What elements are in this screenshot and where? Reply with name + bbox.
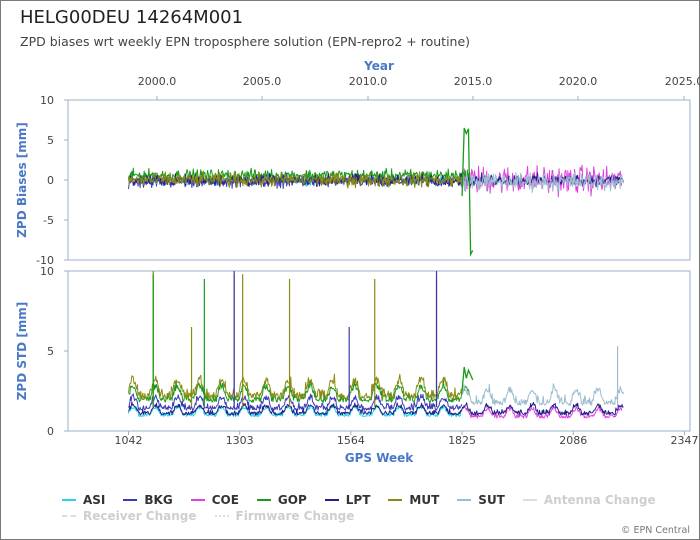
legend-item-antenna-change[interactable]: Antenna Change xyxy=(522,493,656,507)
bottom-axis-tick-label: 1825 xyxy=(448,434,476,447)
bias-y-tick-label: -10 xyxy=(36,254,54,267)
legend-swatch xyxy=(457,499,472,501)
top-axis-tick-label: 2015.0 xyxy=(454,75,493,88)
legend-label: SUT xyxy=(478,493,505,507)
legend-swatch xyxy=(522,499,537,501)
legend-label: GOP xyxy=(277,493,307,507)
series-mut-bias-line xyxy=(128,170,463,189)
std-y-tick-label: 10 xyxy=(40,265,54,278)
series-gop-std-jump xyxy=(461,366,474,392)
legend-label: MUT xyxy=(409,493,440,507)
legend-label: COE xyxy=(211,493,239,507)
legend-row-2: Receiver Change Firmware Change xyxy=(62,506,372,523)
top-axis-tick-label: 2020.0 xyxy=(559,75,598,88)
chart-subtitle: ZPD biases wrt weekly EPN troposphere so… xyxy=(20,34,471,49)
legend-item-coe[interactable]: COE xyxy=(190,493,239,507)
legend-swatch xyxy=(123,499,138,501)
series-mut-std-line xyxy=(128,373,463,400)
legend-label: LPT xyxy=(345,493,371,507)
std-y-tick-label: 0 xyxy=(47,425,54,438)
bias-y-tick-label: 10 xyxy=(40,94,54,107)
top-axis-tick-label: 2025.0 xyxy=(665,75,700,88)
std-y-tick-label: 5 xyxy=(47,345,54,358)
legend-label: Firmware Change xyxy=(235,509,355,523)
legend-swatch xyxy=(214,515,229,517)
legend-swatch xyxy=(324,499,339,501)
top-axis-tick-label: 2010.0 xyxy=(349,75,388,88)
top-axis-tick-label: 2005.0 xyxy=(243,75,282,88)
bias-y-axis-label: ZPD Biases [mm] xyxy=(15,122,29,238)
legend-swatch xyxy=(388,499,403,501)
legend-item-lpt[interactable]: LPT xyxy=(324,493,371,507)
legend-label: Antenna Change xyxy=(543,493,656,507)
legend-label: BKG xyxy=(144,493,173,507)
top-axis-tick-label: 2000.0 xyxy=(138,75,177,88)
bias-y-tick-label: 0 xyxy=(47,174,54,187)
series-sut-bias-line xyxy=(461,171,625,193)
series-bkg-std-line xyxy=(128,393,463,411)
series-lpt-std-line xyxy=(128,401,624,416)
legend-label: ASI xyxy=(83,493,106,507)
legend-label: Receiver Change xyxy=(83,509,197,523)
legend-item-bkg[interactable]: BKG xyxy=(123,493,173,507)
legend: ASI BKG COE GOP LPT MUT SUT Antenna Change xyxy=(62,490,674,507)
bottom-axis-tick-label: 2086 xyxy=(559,434,587,447)
legend-item-mut[interactable]: MUT xyxy=(388,493,439,507)
top-axis-label: Year xyxy=(363,59,394,73)
legend-swatch xyxy=(256,499,271,501)
series-coe-std-line xyxy=(463,403,623,419)
bias-y-tick-label: -5 xyxy=(43,214,54,227)
series-sut-std-line xyxy=(461,383,625,406)
legend-item-receiver-change[interactable]: Receiver Change xyxy=(62,509,197,523)
bottom-axis-label: GPS Week xyxy=(345,451,415,465)
legend-swatch xyxy=(62,515,76,517)
legend-item-sut[interactable]: SUT xyxy=(457,493,505,507)
legend-item-asi[interactable]: ASI xyxy=(62,493,105,507)
legend-swatch xyxy=(62,499,76,501)
bottom-axis-tick-label: 2347 xyxy=(670,434,698,447)
bias-y-tick-label: 5 xyxy=(47,134,54,147)
legend-item-gop[interactable]: GOP xyxy=(256,493,307,507)
credit-text: © EPN Central xyxy=(621,525,690,536)
chart-title: HELG00DEU 14264M001 xyxy=(20,7,244,28)
bottom-axis-tick-label: 1564 xyxy=(337,434,365,447)
legend-swatch xyxy=(190,499,205,501)
legend-item-firmware-change[interactable]: Firmware Change xyxy=(214,509,355,523)
bottom-axis-tick-label: 1042 xyxy=(114,434,142,447)
series-gop-bias-jump xyxy=(461,127,474,257)
std-y-axis-label: ZPD STD [mm] xyxy=(15,302,29,401)
bottom-axis-tick-label: 1303 xyxy=(226,434,254,447)
